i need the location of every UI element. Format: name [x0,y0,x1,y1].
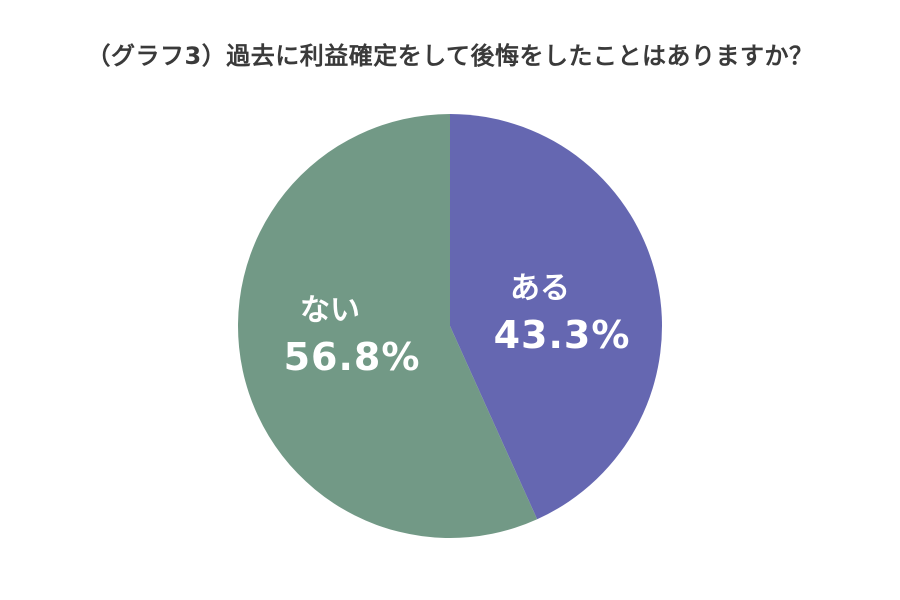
pie-slice-nai [237,114,538,539]
slice-value-nai: 56.8% [284,335,421,379]
pie-labels: ある 43.3% ない 56.8% [284,271,631,379]
pie-slice-aru [450,114,662,520]
chart-title: （グラフ3）過去に利益確定をして後悔をしたことはありますか？ [86,42,814,70]
slice-label-nai: ない [300,293,360,328]
slice-value-aru: 43.3% [494,313,631,357]
pie-slices [237,114,662,539]
slice-label-aru: ある [510,271,570,306]
